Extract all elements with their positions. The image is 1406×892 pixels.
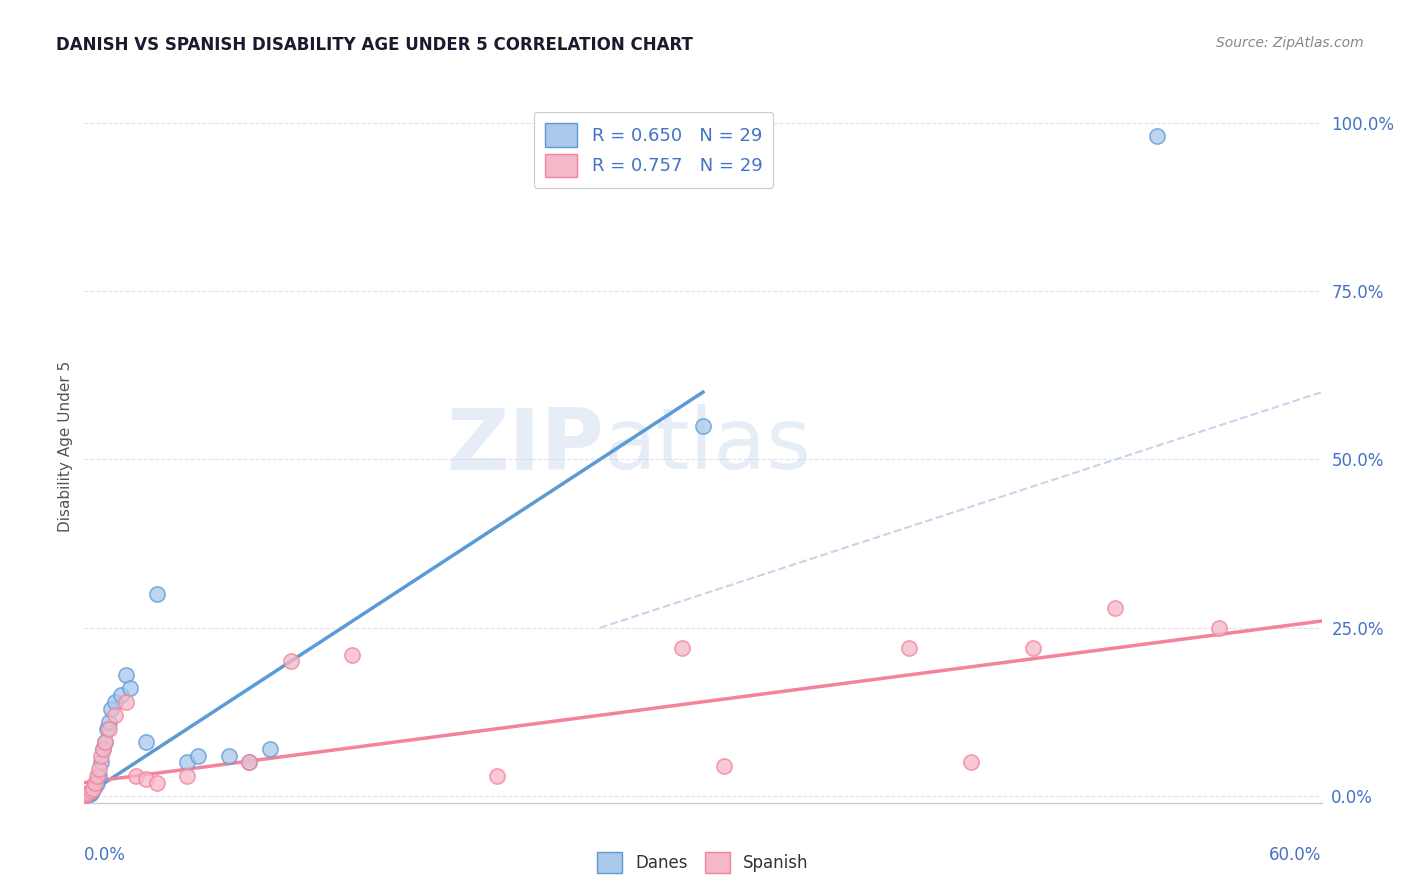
Point (75, 787, 97, 801)
Point (82, 782, 104, 797)
Point (87, 762, 110, 776)
Point (98, 722, 121, 736)
Point (75, 788, 97, 802)
Point (98, 714, 121, 729)
Point (77, 786, 100, 800)
Point (713, 758, 735, 772)
Point (96, 722, 118, 736)
Point (898, 640, 921, 655)
Point (135, 772, 157, 787)
Point (90, 756, 112, 770)
Point (145, 587, 167, 601)
Point (110, 688, 132, 702)
Point (76, 787, 98, 801)
Text: atlas: atlas (605, 404, 813, 488)
Point (692, 418, 714, 433)
Point (75, 788, 97, 802)
Point (485, 769, 508, 783)
Text: DANISH VS SPANISH DISABILITY AGE UNDER 5 CORRELATION CHART: DANISH VS SPANISH DISABILITY AGE UNDER 5… (56, 36, 693, 54)
Point (1208, 621, 1230, 635)
Point (238, 756, 260, 770)
Point (94, 735, 117, 749)
Text: Source: ZipAtlas.com: Source: ZipAtlas.com (1216, 36, 1364, 50)
Point (118, 681, 141, 696)
Point (100, 701, 122, 715)
Point (135, 735, 157, 749)
Point (79, 786, 101, 800)
Point (80, 783, 103, 797)
Point (1146, 129, 1168, 144)
Point (238, 756, 260, 770)
Point (342, 648, 364, 662)
Point (218, 748, 240, 763)
Text: 0.0%: 0.0% (84, 846, 127, 863)
Point (94, 735, 117, 749)
Legend: Danes, Spanish: Danes, Spanish (591, 846, 815, 880)
Point (83, 775, 105, 789)
Point (90, 748, 112, 763)
Point (280, 655, 302, 669)
Point (86, 769, 108, 783)
Y-axis label: Disability Age Under 5: Disability Age Under 5 (58, 360, 73, 532)
Point (187, 748, 209, 763)
Point (671, 640, 693, 655)
Point (79, 787, 101, 801)
Point (960, 756, 983, 770)
Point (86, 775, 108, 789)
Point (83, 779, 105, 793)
Point (77, 786, 100, 800)
Point (125, 769, 148, 783)
Point (91, 742, 114, 756)
Text: ZIP: ZIP (446, 404, 605, 488)
Point (259, 742, 281, 756)
Point (176, 756, 198, 770)
Point (145, 775, 167, 789)
Point (82, 782, 104, 797)
Point (104, 695, 127, 709)
Point (176, 769, 198, 783)
Point (1022, 640, 1045, 655)
Point (87, 769, 110, 783)
Point (114, 695, 136, 709)
Point (104, 708, 127, 723)
Point (91, 742, 114, 756)
Text: 60.0%: 60.0% (1270, 846, 1322, 863)
Point (79, 783, 101, 797)
Point (114, 668, 136, 682)
Legend: R = 0.650   N = 29, R = 0.757   N = 29: R = 0.650 N = 29, R = 0.757 N = 29 (534, 112, 773, 188)
Point (1104, 600, 1126, 615)
